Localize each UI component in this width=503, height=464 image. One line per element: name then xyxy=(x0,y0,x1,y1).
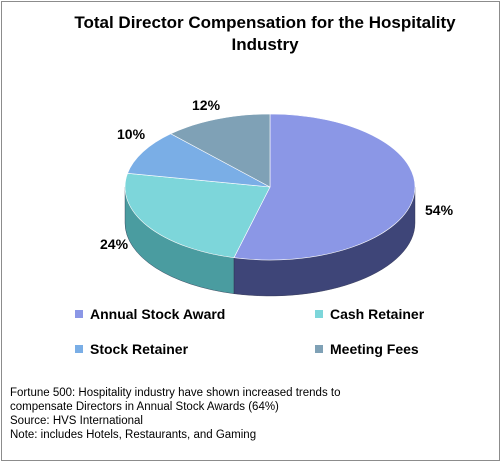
data-label-cash-retainer: 24% xyxy=(100,236,129,252)
pie-slice-annual-stock-award xyxy=(233,113,416,261)
pie-slice-cash-retainer xyxy=(124,173,271,259)
note-line-1: Fortune 500: Hospitality industry have s… xyxy=(10,387,341,399)
data-label-stock-retainer: 10% xyxy=(117,126,146,142)
chart-title: Total Director Compensation for the Hosp… xyxy=(74,13,456,54)
chart-note: Fortune 500: Hospitality industry have s… xyxy=(10,386,490,442)
pie-slice-meeting-fees xyxy=(170,113,271,188)
note-line-4: Note: includes Hotels, Restaurants, and … xyxy=(10,429,257,441)
note-line-2: compensate Directors in Annual Stock Awa… xyxy=(10,401,279,413)
pie-slice-stock-retainer xyxy=(127,133,271,188)
note-line-3: Source: HVS International xyxy=(10,415,143,427)
data-label-annual-stock-award: 54% xyxy=(425,202,454,218)
data-label-meeting-fees: 12% xyxy=(192,97,221,113)
